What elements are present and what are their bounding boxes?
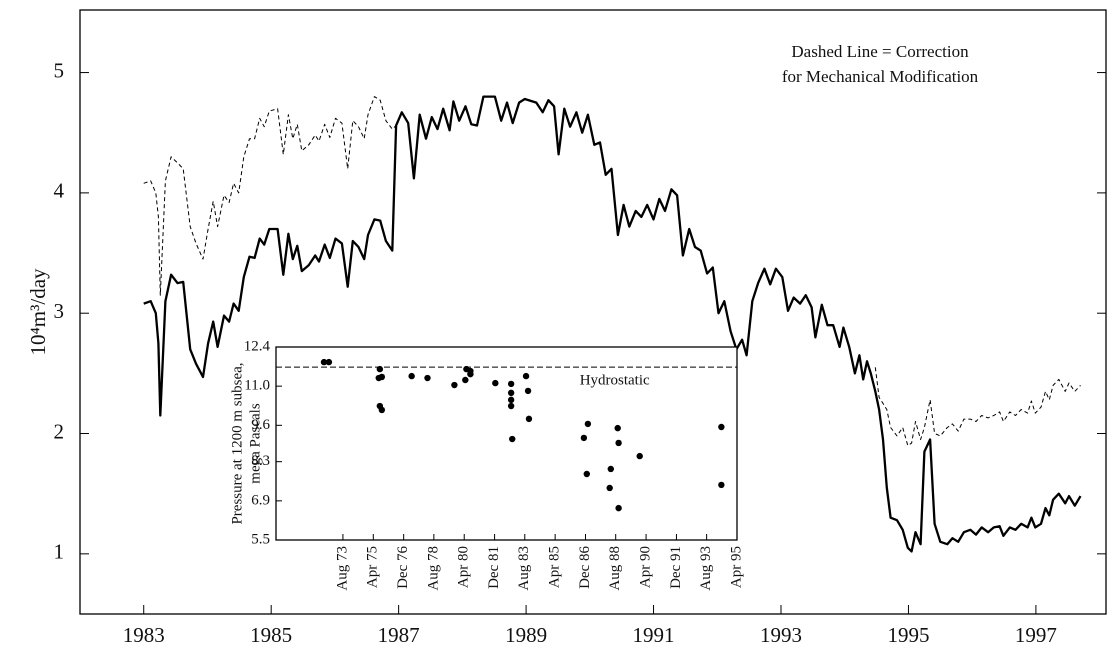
y-tick-label: 3 <box>54 299 65 323</box>
data-point <box>408 372 415 380</box>
y-tick-label: 2 <box>54 419 65 443</box>
x-tick-label: Apr 90 <box>638 546 654 588</box>
x-tick-label: Aug 93 <box>698 546 714 591</box>
x-tick-label: Apr 85 <box>547 546 563 588</box>
annotation: Dashed Line = Correction <box>791 42 969 61</box>
x-tick-label: Apr 80 <box>456 546 472 588</box>
data-point <box>507 396 515 404</box>
solid-line <box>143 95 1082 553</box>
x-tick-label: Aug 78 <box>425 546 441 591</box>
data-point <box>584 420 592 428</box>
data-point <box>636 452 643 460</box>
x-tick-label: Dec 91 <box>668 546 684 589</box>
data-point <box>507 389 515 397</box>
data-point <box>509 435 516 443</box>
data-point <box>524 387 532 395</box>
data-point <box>376 365 384 373</box>
x-tick-label: 1993 <box>760 623 802 647</box>
data-point <box>462 376 469 384</box>
x-tick-label: Aug 83 <box>516 546 532 591</box>
x-tick-label: Dec 86 <box>577 546 593 589</box>
x-tick-label: 1983 <box>123 623 165 647</box>
x-tick-label: 1985 <box>250 623 292 647</box>
data-point <box>424 374 431 382</box>
data-point <box>522 372 530 380</box>
data-point <box>325 358 333 366</box>
y-tick-label: 1 <box>54 540 65 564</box>
data-point <box>507 380 515 388</box>
inset-frame <box>275 346 738 541</box>
y-tick-label: 4 <box>54 179 65 203</box>
data-point <box>615 504 622 512</box>
data-point <box>451 381 458 389</box>
data-point <box>583 470 590 478</box>
y-axis-label: 10⁴m³/day <box>26 268 50 356</box>
x-tick-label: Aug 88 <box>607 546 623 591</box>
x-tick-label: 1995 <box>887 623 929 647</box>
data-point <box>507 402 515 410</box>
dashed-line <box>143 96 1081 447</box>
x-tick-label: Apr 95 <box>728 546 744 588</box>
x-tick-label: 1991 <box>633 623 675 647</box>
data-point <box>492 379 499 387</box>
x-tick-label: Dec 76 <box>395 546 411 589</box>
y-tick-label: 6.9 <box>251 492 270 508</box>
x-tick-label: Aug 73 <box>334 546 350 591</box>
x-tick-label: Apr 75 <box>365 546 381 588</box>
data-point <box>378 373 386 381</box>
data-point <box>718 481 725 489</box>
annotation: for Mechanical Modification <box>782 67 979 86</box>
x-tick-label: 1989 <box>505 623 547 647</box>
y-tick-label: 12.4 <box>244 338 271 354</box>
y-tick-label: 11.0 <box>244 378 270 394</box>
hydrostatic-label: Hydrostatic <box>580 373 650 389</box>
data-point <box>320 358 328 366</box>
data-point <box>525 415 533 423</box>
y-tick-label: 9.6 <box>251 417 270 433</box>
data-point <box>378 406 386 414</box>
data-point <box>718 423 725 431</box>
y-tick-label: 5.5 <box>251 531 270 547</box>
data-point <box>607 465 614 473</box>
data-point <box>580 434 588 442</box>
x-tick-label: 1987 <box>378 623 420 647</box>
y-tick-label: 8.3 <box>251 453 270 469</box>
x-tick-label: Dec 81 <box>486 546 502 589</box>
data-point <box>606 484 613 492</box>
x-tick-label: 1997 <box>1015 623 1057 647</box>
data-point <box>615 439 622 447</box>
y-axis-label: Pressure at 1200 m subsea, <box>229 362 245 524</box>
y-tick-label: 5 <box>54 58 65 82</box>
data-point <box>614 424 621 432</box>
data-point <box>467 370 474 378</box>
y-axis-label: mega Pascals <box>247 403 263 484</box>
